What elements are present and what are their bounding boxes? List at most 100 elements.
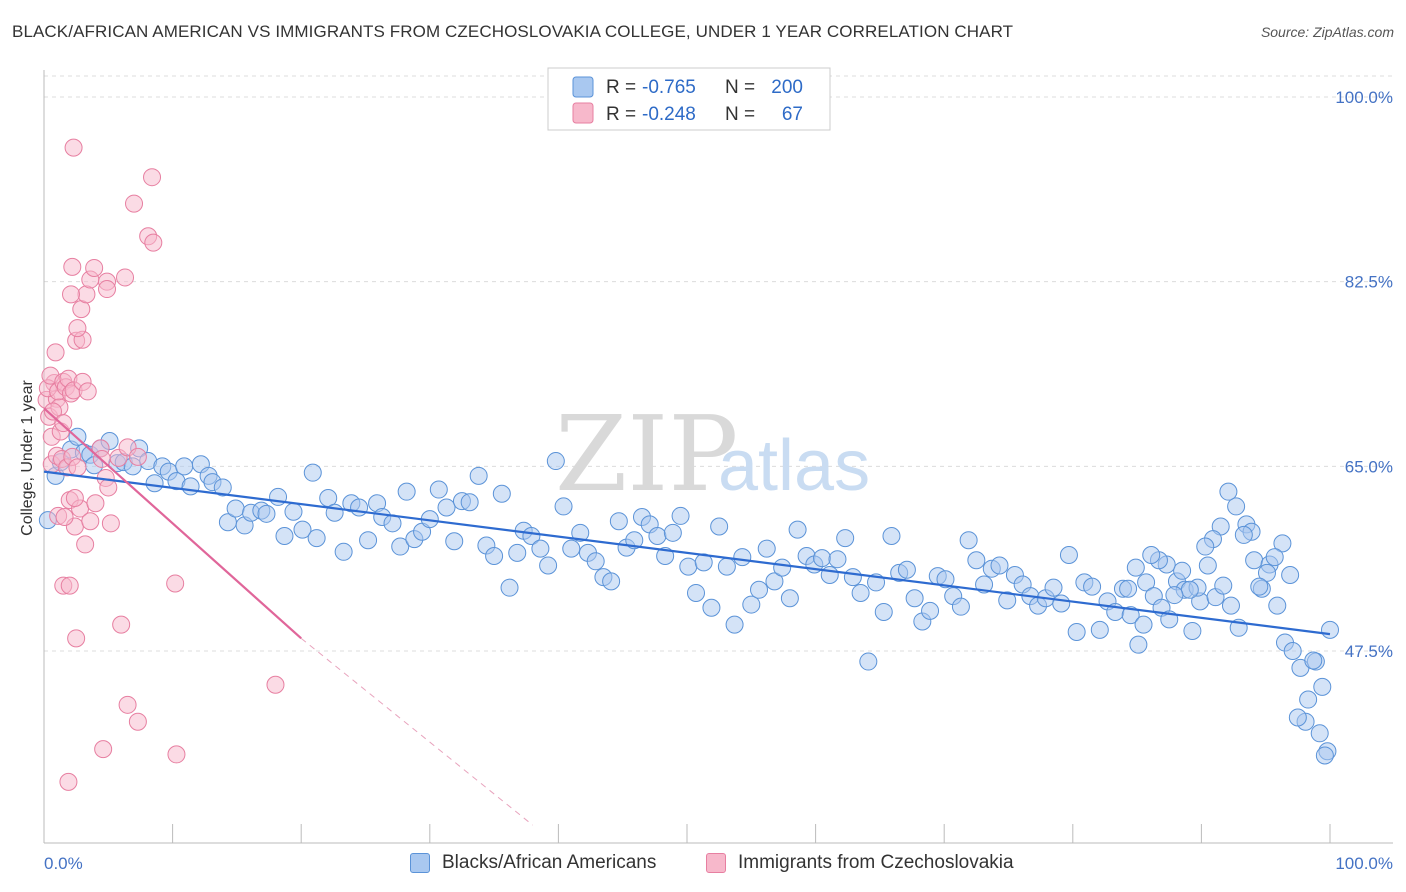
blacks-point xyxy=(733,548,752,567)
czech-point xyxy=(94,740,113,759)
blacks-point xyxy=(1126,558,1145,577)
blacks-point xyxy=(694,553,713,572)
blacks-point xyxy=(226,499,245,518)
blacks-point xyxy=(1283,642,1302,660)
blacks-point xyxy=(1219,482,1238,501)
blacks-point xyxy=(445,532,464,551)
blacks-point xyxy=(1183,621,1202,640)
blacks-point xyxy=(1119,579,1138,598)
blacks-point xyxy=(350,498,369,517)
czech-point xyxy=(101,514,120,533)
czech-point xyxy=(112,615,131,634)
blacks-point xyxy=(656,547,675,566)
blacks-point xyxy=(1142,545,1161,564)
blacks-point xyxy=(1044,578,1063,597)
legend-swatch-czech xyxy=(706,853,726,873)
axes-layer xyxy=(43,70,1393,844)
blacks-point xyxy=(663,523,682,542)
czech-point xyxy=(62,285,81,304)
blacks-point xyxy=(725,615,744,634)
blacks-point xyxy=(469,466,488,485)
legend-r-label-blue: R = xyxy=(606,77,636,98)
blacks-point xyxy=(485,547,504,566)
blacks-point xyxy=(625,531,644,550)
blacks-point xyxy=(710,517,729,536)
czech-point xyxy=(46,343,65,362)
trend-line-blacks xyxy=(43,470,1331,636)
czech-point xyxy=(65,488,84,507)
blacks-point xyxy=(284,502,303,521)
blacks-point xyxy=(1173,561,1192,580)
czech-point xyxy=(143,168,162,187)
blacks-point xyxy=(546,452,565,471)
y-tick-label: 65.0% xyxy=(1345,457,1393,476)
czech-point xyxy=(59,772,78,791)
czech-point xyxy=(128,712,147,731)
blacks-point xyxy=(1121,606,1140,625)
series-blacks-points xyxy=(38,427,1339,765)
legend-swatch-pink xyxy=(572,102,594,124)
y-tick-label: 100.0% xyxy=(1335,88,1393,107)
blacks-point xyxy=(897,560,916,579)
y-axis-label: College, Under 1 year xyxy=(19,380,36,536)
blacks-point xyxy=(554,497,573,516)
blacks-point xyxy=(359,531,378,550)
czech-point xyxy=(54,414,73,433)
stats-legend: R = -0.765 N = 200 R = -0.248 N = 67 xyxy=(547,67,831,131)
blacks-point xyxy=(959,531,978,550)
czech-point xyxy=(167,745,186,764)
blacks-point xyxy=(1198,556,1217,575)
blacks-point xyxy=(702,598,721,617)
blacks-point xyxy=(1265,548,1284,567)
blacks-point xyxy=(687,583,706,602)
blacks-point xyxy=(397,482,416,501)
blacks-point xyxy=(460,493,479,512)
blacks-point xyxy=(1090,620,1109,639)
blacks-point xyxy=(275,526,294,545)
czech-point xyxy=(60,576,79,595)
blacks-point xyxy=(1313,677,1332,696)
blacks-point xyxy=(1273,534,1292,553)
blacks-point xyxy=(1165,586,1184,605)
blacks-point xyxy=(1052,594,1071,613)
czech-point xyxy=(128,447,147,466)
legend-r-value-pink: -0.248 xyxy=(642,104,696,125)
watermark-zip: ZIP xyxy=(555,393,738,515)
czech-point xyxy=(125,194,144,213)
blacks-point xyxy=(257,504,276,523)
blacks-point xyxy=(602,572,621,591)
legend-swatch-blacks xyxy=(410,853,430,873)
blacks-point xyxy=(882,526,901,545)
blacks-point xyxy=(1250,577,1269,596)
blacks-point xyxy=(145,474,164,493)
czech-point xyxy=(76,535,95,554)
czech-point xyxy=(68,458,87,477)
legend-n-label-pink: N = xyxy=(725,104,755,125)
blacks-point xyxy=(609,512,628,531)
blacks-point xyxy=(1059,545,1078,564)
blacks-point xyxy=(836,529,855,548)
legend-r-label-pink: R = xyxy=(606,104,636,125)
watermark-atlas: atlas xyxy=(718,426,870,506)
blacks-point xyxy=(1234,525,1253,544)
series-czech-points xyxy=(37,138,285,791)
blacks-point xyxy=(1221,596,1240,615)
bottom-legend: Blacks/African Americans Immigrants from… xyxy=(0,852,1406,878)
czech-point xyxy=(118,695,137,714)
blacks-point xyxy=(843,568,862,587)
blacks-point xyxy=(539,556,558,575)
blacks-point xyxy=(717,557,736,576)
blacks-point xyxy=(1321,620,1339,639)
legend-item-czech[interactable]: Immigrants from Czechoslovakia xyxy=(706,852,1014,874)
czech-point xyxy=(81,512,100,531)
legend-item-blacks[interactable]: Blacks/African Americans xyxy=(410,852,656,874)
blacks-point xyxy=(1137,573,1156,592)
blacks-point xyxy=(437,498,456,517)
blacks-point xyxy=(181,477,200,496)
blacks-point xyxy=(990,556,1009,575)
blacks-point xyxy=(765,572,784,591)
czech-point xyxy=(116,268,135,287)
x-tick-label-max: 100.0% xyxy=(1335,854,1393,873)
blacks-point xyxy=(757,539,776,558)
